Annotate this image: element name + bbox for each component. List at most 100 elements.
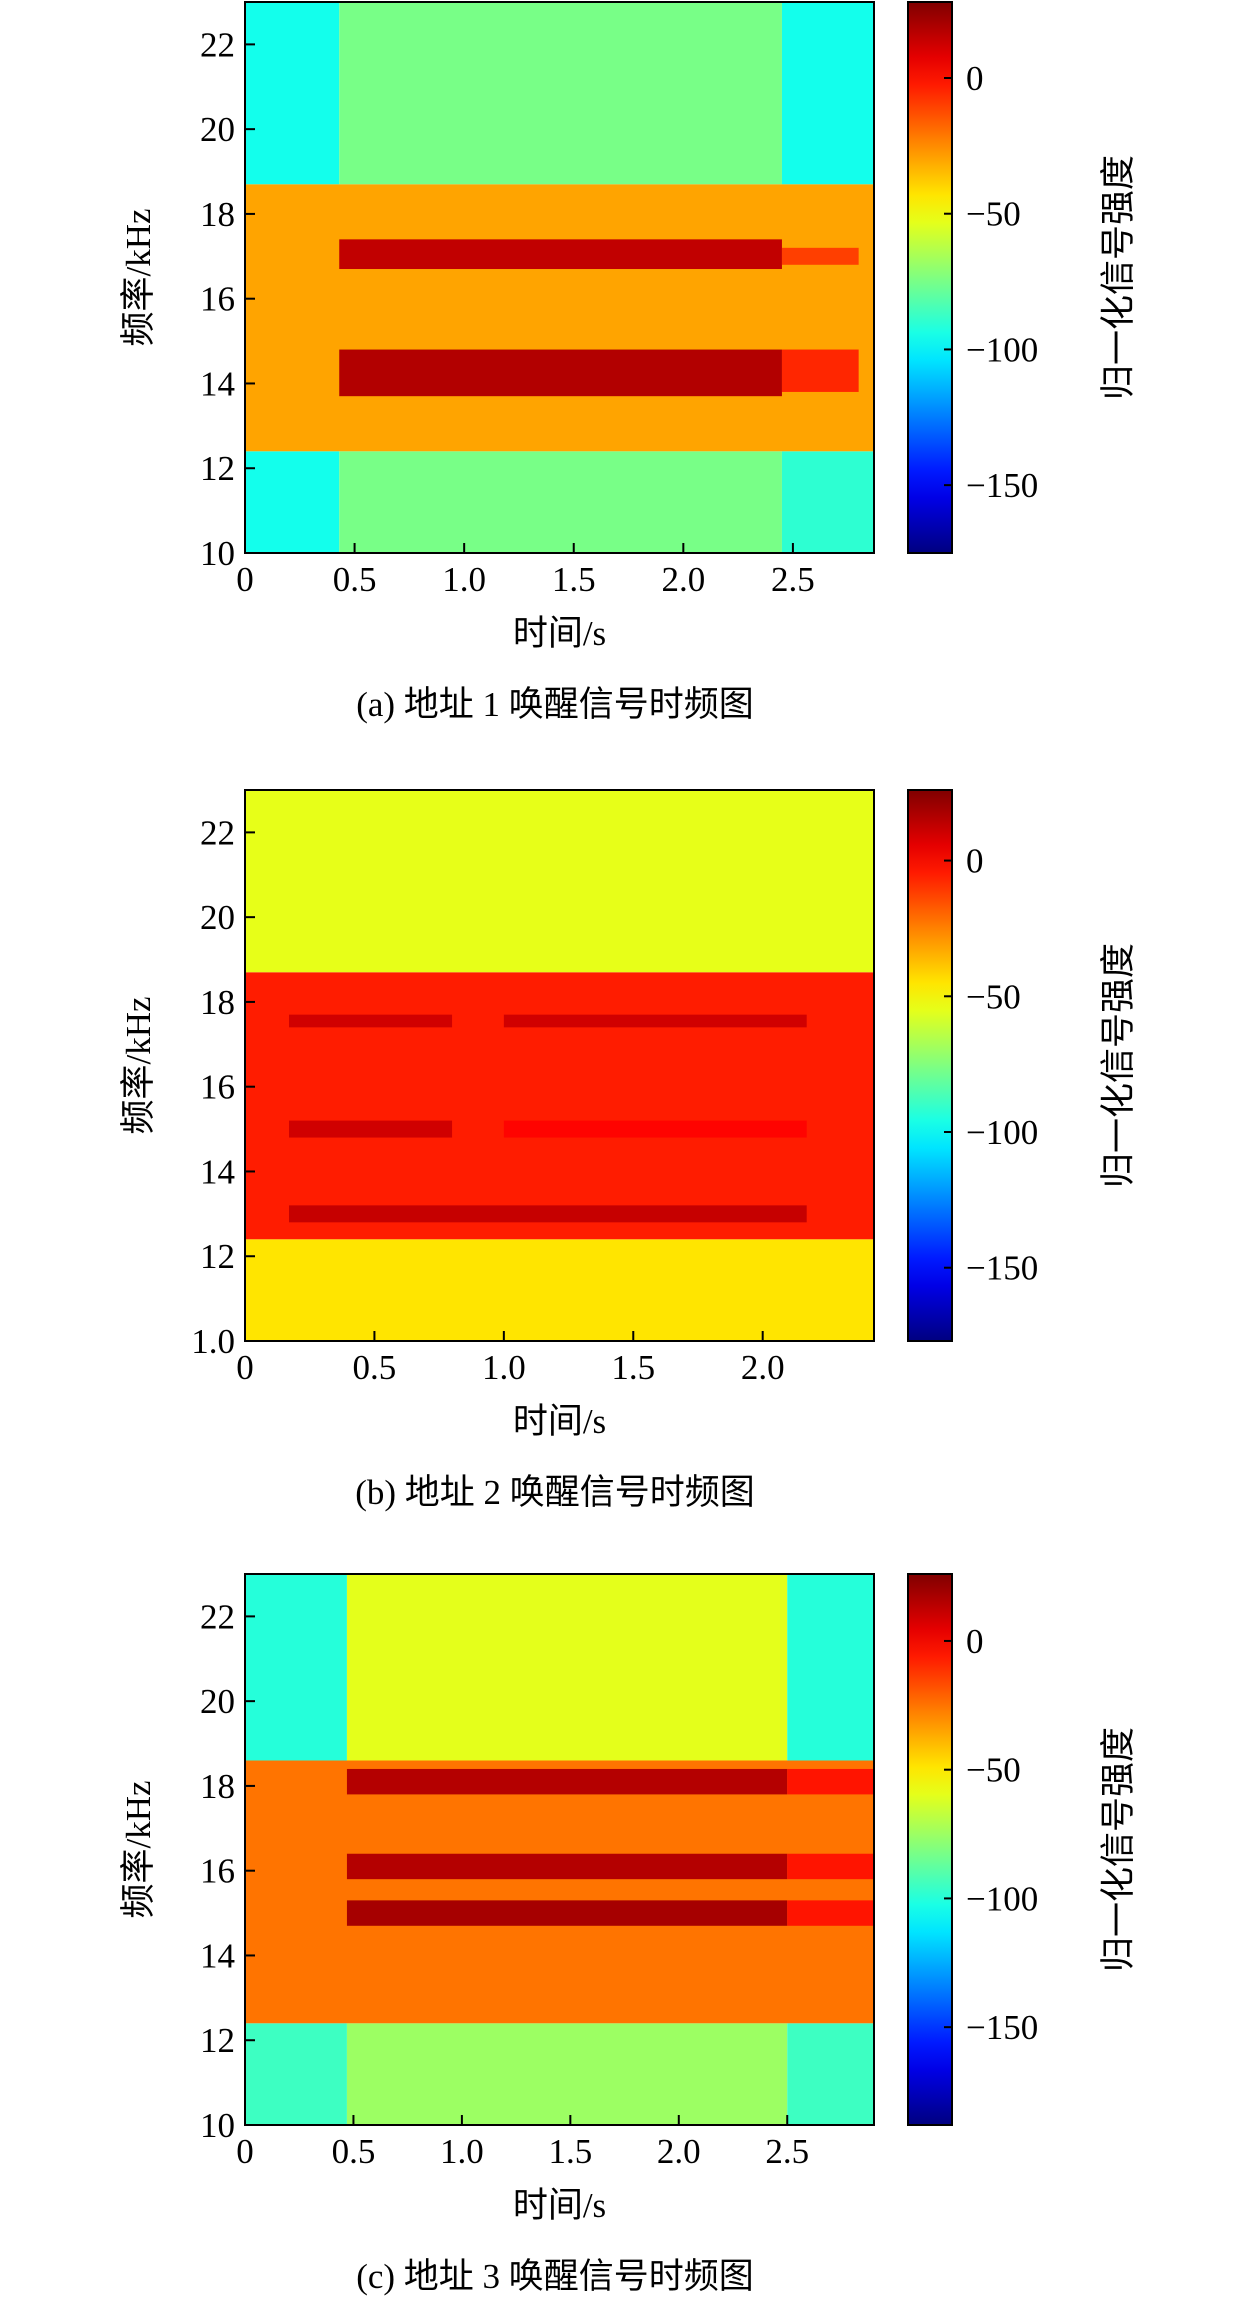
y-tick-label: 22: [200, 813, 235, 852]
spectrogram-cell: [245, 451, 340, 553]
x-axis-label: 时间/s: [513, 614, 606, 653]
colorbar: [907, 1573, 953, 2126]
y-tick-label: 16: [200, 1852, 235, 1891]
spectrogram-cell: [339, 451, 782, 553]
spectrogram-cell: [346, 1768, 788, 1795]
spectrogram-cell: [346, 2023, 788, 2125]
y-tick-label: 18: [200, 983, 235, 1022]
spectrogram-cell: [781, 451, 874, 553]
x-tick-label: 2.0: [741, 1348, 785, 1387]
y-tick-label: 20: [200, 1682, 235, 1721]
x-axis-label: 时间/s: [513, 2186, 606, 2225]
spectrogram-cell: [245, 184, 874, 452]
colorbar: [907, 789, 953, 1342]
spectrogram-cell: [787, 1853, 874, 1880]
y-tick-label: 16: [200, 280, 235, 319]
spectrogram-cell: [245, 1239, 874, 1341]
y-tick-label: 22: [200, 25, 235, 64]
spectrogram-cell: [289, 1205, 807, 1223]
colorbar-label: 归一化信号强度: [1099, 1727, 1138, 1972]
caption: (a) 地址 1 唤醒信号时频图: [356, 685, 754, 724]
y-tick-label: 18: [200, 195, 235, 234]
plot-frame: [244, 789, 875, 1342]
y-axis-label: 频率/kHz: [119, 208, 158, 346]
x-tick-label: 1.5: [552, 560, 596, 599]
spectrogram-cell: [289, 1014, 453, 1028]
spectrogram-cell: [787, 2023, 874, 2125]
spectrogram-cell: [503, 1120, 807, 1138]
colorbar-tick-label: 0: [966, 1622, 984, 1661]
x-tick-label: 1.0: [482, 1348, 526, 1387]
caption: (c) 地址 3 唤醒信号时频图: [356, 2257, 754, 2296]
spectrogram-cell: [781, 349, 859, 392]
x-tick-label: 1.5: [548, 2132, 592, 2171]
x-tick-label: 0.5: [353, 1348, 397, 1387]
x-tick-label: 1.0: [442, 560, 486, 599]
x-axis-label: 时间/s: [513, 1402, 606, 1441]
y-tick-label: 12: [200, 449, 235, 488]
x-tick-label: 0: [236, 560, 254, 599]
colorbar-tick-label: −100: [966, 1113, 1038, 1152]
x-tick-label: 2.0: [657, 2132, 701, 2171]
colorbar-tick-label: −150: [966, 1249, 1038, 1288]
colorbar-tick-label: 0: [966, 59, 984, 98]
x-tick-label: 1.0: [440, 2132, 484, 2171]
y-tick-label: 18: [200, 1767, 235, 1806]
spectrogram-cell: [245, 790, 874, 973]
y-axis-label: 频率/kHz: [119, 1780, 158, 1918]
y-tick-label: 22: [200, 1597, 235, 1636]
y-tick-label: 12: [200, 2021, 235, 2060]
spectrogram-cell: [346, 1853, 788, 1880]
y-tick-label: 16: [200, 1068, 235, 1107]
caption: (b) 地址 2 唤醒信号时频图: [355, 1473, 755, 1512]
colorbar-tick-label: −100: [966, 1879, 1038, 1918]
y-tick-label: 20: [200, 898, 235, 937]
y-tick-label: 14: [200, 364, 235, 403]
x-tick-label: 2.0: [661, 560, 705, 599]
spectrogram-cell: [245, 2023, 347, 2125]
spectrogram-cell: [339, 349, 782, 397]
colorbar-label: 归一化信号强度: [1099, 943, 1138, 1188]
spectrogram-cell: [245, 1760, 874, 2024]
plot-frame: [244, 1573, 875, 2126]
colorbar-label: 归一化信号强度: [1099, 155, 1138, 400]
x-tick-label: 2.5: [771, 560, 815, 599]
spectrogram-cell: [339, 2, 782, 185]
y-tick-label: 20: [200, 110, 235, 149]
colorbar-tick-label: −50: [966, 977, 1021, 1016]
spectrogram-cell: [781, 247, 859, 265]
spectrogram-cell: [781, 2, 874, 185]
spectrogram-cell: [245, 2, 340, 185]
x-tick-label: 2.5: [765, 2132, 809, 2171]
colorbar-tick-label: −150: [966, 466, 1038, 505]
colorbar-tick-label: 0: [966, 842, 984, 881]
x-tick-label: 0.5: [332, 2132, 376, 2171]
y-tick-label: 10: [200, 2106, 235, 2145]
colorbar: [907, 1, 953, 554]
spectrogram-cell: [787, 1768, 874, 1795]
colorbar-tick-label: −50: [966, 1751, 1021, 1790]
spectrogram-cell: [245, 972, 874, 1240]
y-tick-label: 1.0: [191, 1322, 235, 1361]
y-tick-label: 14: [200, 1152, 235, 1191]
spectrogram-cell: [503, 1014, 807, 1028]
spectrogram-cell: [346, 1900, 788, 1926]
y-tick-label: 14: [200, 1936, 235, 1975]
spectrogram-cell: [245, 1574, 347, 1761]
spectrogram-cell: [289, 1120, 453, 1138]
x-tick-label: 0: [236, 1348, 254, 1387]
colorbar-tick-label: −50: [966, 195, 1021, 234]
x-tick-label: 0: [236, 2132, 254, 2171]
x-tick-label: 1.5: [611, 1348, 655, 1387]
spectrogram-cell: [787, 1900, 874, 1926]
spectrogram-cell: [339, 239, 782, 270]
x-tick-label: 0.5: [333, 560, 377, 599]
plot-frame: [244, 1, 875, 554]
spectrogram-cell: [346, 1574, 788, 1761]
y-axis-label: 频率/kHz: [119, 996, 158, 1134]
colorbar-tick-label: −150: [966, 2008, 1038, 2047]
y-tick-label: 12: [200, 1237, 235, 1276]
y-tick-label: 10: [200, 534, 235, 573]
colorbar-tick-label: −100: [966, 330, 1038, 369]
